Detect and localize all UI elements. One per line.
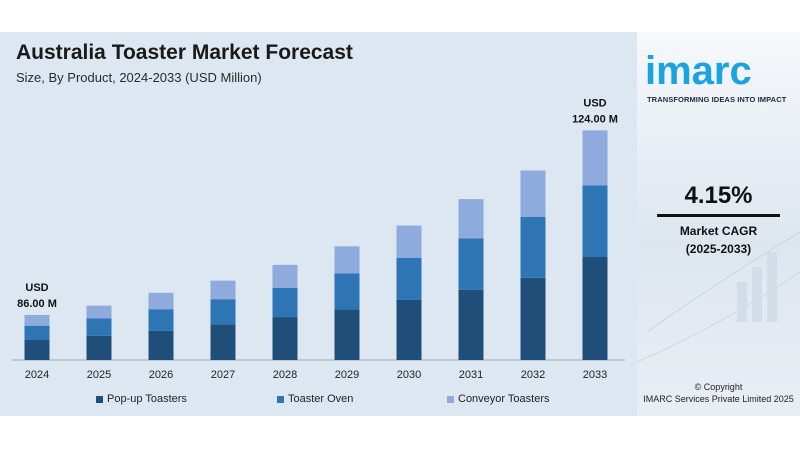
data-label-2033: 124.00 M (572, 113, 618, 125)
bar-segment-2025-conveyor-toasters (86, 305, 112, 319)
chart-subtitle: Size, By Product, 2024-2033 (USD Million… (16, 70, 262, 85)
chart-title: Australia Toaster Market Forecast (16, 41, 353, 64)
bar-segment-2031-conveyor-toasters (458, 199, 484, 239)
legend-swatch (277, 395, 284, 403)
bar-chart: 2024 2025 2026 2027 2028 2029 2030 2031 2032 2033… (12, 97, 625, 381)
data-label-2024: 86.00 M (17, 298, 57, 310)
brand-panel: imarc TRANSFORMING IDEAS INTO IMPACT 4.1… (637, 32, 800, 416)
bar-segment-2030-conveyor-toasters (396, 225, 422, 258)
x-tick-label: 2030 (397, 369, 421, 381)
legend-swatch (96, 395, 103, 403)
copyright: © Copyright IMARC Services Private Limit… (637, 381, 800, 405)
bar-segment-2025-toaster-oven (86, 318, 112, 336)
legend-item-conveyor: Conveyor Toasters (447, 393, 550, 405)
x-tick-label: 2029 (335, 369, 359, 381)
x-tick-label: 2032 (521, 369, 545, 381)
bar-segment-2027-toaster-oven (210, 299, 236, 325)
legend-label: Conveyor Toasters (458, 393, 550, 405)
bar-segment-2030-pop-up-toasters (396, 299, 422, 360)
bar-segment-2024-toaster-oven (24, 325, 50, 340)
svg-text:imarc: imarc (645, 50, 752, 90)
bar-segment-2026-toaster-oven (148, 309, 174, 331)
bar-segment-2027-conveyor-toasters (210, 280, 236, 300)
bar-segment-2033-conveyor-toasters (582, 130, 608, 186)
bar-segment-2031-toaster-oven (458, 238, 484, 290)
legend-label: Toaster Oven (288, 393, 354, 405)
bar-segment-2024-conveyor-toasters (24, 314, 50, 326)
x-tick-label: 2025 (87, 369, 111, 381)
bar-segment-2031-pop-up-toasters (458, 289, 484, 360)
cagr-divider (657, 214, 780, 217)
bar-segment-2028-conveyor-toasters (272, 264, 298, 288)
x-tick-label: 2031 (459, 369, 483, 381)
bar-segment-2028-pop-up-toasters (272, 317, 298, 360)
data-label-2033: USD (583, 97, 606, 109)
cagr-period: (2025-2033) (685, 242, 752, 256)
bar-segment-2028-toaster-oven (272, 287, 298, 318)
bar-segment-2030-toaster-oven (396, 257, 422, 300)
bar-segment-2032-pop-up-toasters (520, 277, 546, 360)
legend-item-oven: Toaster Oven (277, 393, 353, 405)
bar-segment-2025-pop-up-toasters (86, 335, 112, 360)
bar-segment-2027-pop-up-toasters (210, 324, 236, 360)
legend-label: Pop-up Toasters (107, 393, 187, 405)
bar-segment-2033-toaster-oven (582, 185, 608, 258)
bar-segment-2026-pop-up-toasters (148, 330, 174, 360)
bar-segment-2029-toaster-oven (334, 273, 360, 310)
bar-segment-2026-conveyor-toasters (148, 292, 174, 310)
chart-panel: 2024 2025 2026 2027 2028 2029 2030 2031 2032 2033… (0, 32, 637, 416)
bar-segment-2032-conveyor-toasters (520, 170, 546, 217)
copyright-line-1: © Copyright (694, 382, 743, 392)
legend-swatch (447, 395, 454, 403)
decorative-background (637, 32, 800, 416)
chart-legend: Pop-up Toasters Toaster Oven Conveyor To… (0, 393, 637, 409)
copyright-line-2: IMARC Services Private Limited 2025 (643, 394, 794, 404)
bar-segment-2024-pop-up-toasters (24, 339, 50, 360)
bar-segment-2032-toaster-oven (520, 216, 546, 278)
bar-segment-2029-pop-up-toasters (334, 309, 360, 360)
cagr-label: Market CAGR (679, 224, 758, 238)
cagr-value: 4.15% (684, 182, 753, 209)
imarc-logo: imarc (645, 50, 752, 90)
x-tick-label: 2027 (211, 369, 235, 381)
legend-item-popup: Pop-up Toasters (96, 393, 187, 405)
data-label-2024: USD (25, 282, 48, 294)
bar-segment-2033-pop-up-toasters (582, 257, 608, 360)
x-tick-label: 2026 (149, 369, 173, 381)
x-tick-label: 2033 (583, 369, 607, 381)
bar-segment-2029-conveyor-toasters (334, 246, 360, 274)
x-tick-label: 2028 (273, 369, 297, 381)
brand-tagline: TRANSFORMING IDEAS INTO IMPACT (647, 95, 787, 104)
x-tick-label: 2024 (25, 369, 49, 381)
